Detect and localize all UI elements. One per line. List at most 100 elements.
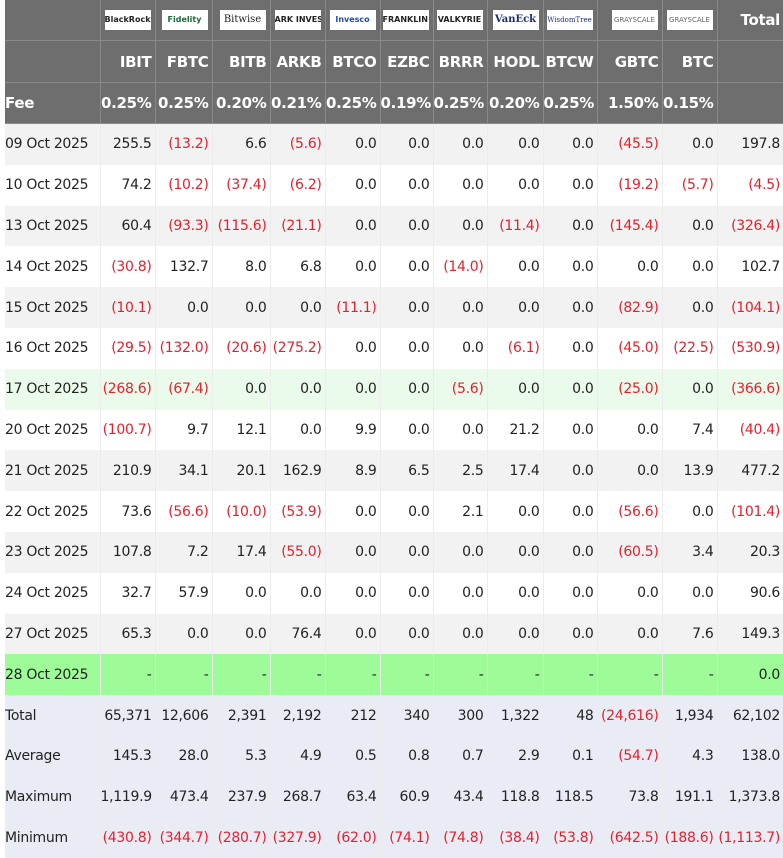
flow-value: 7.6 <box>662 613 718 655</box>
flow-value: 17.4 <box>487 450 544 492</box>
flow-value: 9.9 <box>325 409 381 451</box>
flow-value: (56.6) <box>155 491 213 532</box>
flow-value: 9.7 <box>155 409 213 451</box>
flow-value: (275.2) <box>270 327 326 369</box>
flow-value: 255.5 <box>100 123 156 165</box>
flow-value: (62.0) <box>325 817 381 858</box>
flow-value: 0.5 <box>325 735 381 777</box>
flow-value: 34.1 <box>155 450 213 492</box>
flow-value: 0.0 <box>155 613 213 655</box>
flow-value: 268.7 <box>270 776 326 818</box>
flow-value: 0.0 <box>380 205 434 247</box>
row-label: 15 Oct 2025 <box>5 287 101 328</box>
flow-value: 0.0 <box>487 491 544 532</box>
flow-value: 76.4 <box>270 613 326 655</box>
issuer-logo-cell: FRANKLIN TEMPLETON <box>380 0 434 41</box>
flow-value: 0.0 <box>155 287 213 328</box>
ticker-header[interactable]: GBTC <box>597 40 663 83</box>
row-total: 149.3 <box>741 625 780 642</box>
flow-value: 1,934 <box>662 695 718 736</box>
flow-value: 0.0 <box>543 613 598 655</box>
flow-value: 0.1 <box>543 735 598 777</box>
flow-value: 1,119.9 <box>100 776 156 818</box>
flow-value: 74.2 <box>100 164 156 206</box>
issuer-logo: Invesco <box>329 10 376 30</box>
ticker-header[interactable]: BRRR <box>433 40 488 83</box>
issuer-logo: Bitwise <box>219 10 266 30</box>
row-label: Minimum <box>5 817 101 858</box>
flow-value: 0.0 <box>662 287 718 328</box>
row-total: 138.0 <box>741 748 780 765</box>
flow-value: 8.9 <box>325 450 381 492</box>
ticker-header[interactable]: BTCO <box>325 40 381 83</box>
flow-value: 7.2 <box>155 531 213 573</box>
flow-value: 6.6 <box>212 123 271 165</box>
flow-value: (25.0) <box>597 368 663 410</box>
flow-value: (24,616) <box>597 695 663 736</box>
flow-value: (10.1) <box>100 287 156 328</box>
ticker-header[interactable]: IBIT <box>100 40 156 83</box>
total-header[interactable]: Total <box>717 0 783 41</box>
row-label: 23 Oct 2025 <box>5 531 101 573</box>
flow-value: (10.2) <box>155 164 213 206</box>
table-row: 24 Oct 2025 32.7 57.9 0.0 0.0 0.0 0.0 0.0 0.0 0.0… <box>5 572 783 614</box>
flow-value: 0.0 <box>270 409 326 451</box>
table-row: 14 Oct 2025 (30.8) 132.7 8.0 6.8 0.0 0.0 (14.0)… <box>5 246 783 288</box>
row-total: (366.6) <box>731 381 780 398</box>
table-row: 17 Oct 2025 (268.6) (67.4) 0.0 0.0 0.0 0.0 (5.6… <box>5 368 783 410</box>
flow-value: (11.1) <box>325 287 381 328</box>
flow-value: (6.2) <box>270 164 326 206</box>
flow-value: 0.0 <box>662 368 718 410</box>
flow-value: (29.5) <box>100 327 156 369</box>
table-row: 20 Oct 2025 (100.7) 9.7 12.1 0.0 9.9 0.0 0.0 21.… <box>5 409 783 451</box>
flow-value: 0.7 <box>433 735 488 777</box>
fee-value: 0.25% <box>155 82 213 124</box>
row-total: (104.1) <box>731 299 780 316</box>
ticker-header[interactable]: BTC <box>662 40 718 83</box>
flow-value: (21.1) <box>270 205 326 247</box>
issuer-logo-cell: GRAYSCALE <box>662 0 718 41</box>
flow-value: 118.8 <box>487 776 544 818</box>
flow-value: (100.7) <box>100 409 156 451</box>
flow-value: 0.0 <box>325 327 381 369</box>
flow-value: 2,391 <box>212 695 271 736</box>
ticker-header[interactable]: BTCW <box>543 40 598 83</box>
ticker-header[interactable]: HODL <box>487 40 544 83</box>
corner-cell <box>5 0 101 41</box>
flow-value: 0.0 <box>325 491 381 532</box>
row-total: (530.9) <box>731 340 780 357</box>
flow-value: 20.1 <box>212 450 271 492</box>
flow-value: 57.9 <box>155 572 213 614</box>
table-row: 09 Oct 2025 255.5 (13.2) 6.6 (5.6) 0.0 0.0 0.0 0… <box>5 123 783 165</box>
issuer-logo-cell: BlackRock <box>100 0 156 41</box>
table-row: 23 Oct 2025 107.8 7.2 17.4 (55.0) 0.0 0.0 0.0 0.… <box>5 531 783 573</box>
row-label: 17 Oct 2025 <box>5 368 101 410</box>
flow-value: 145.3 <box>100 735 156 777</box>
ticker-header[interactable]: BITB <box>212 40 271 83</box>
flow-value: 0.0 <box>662 491 718 532</box>
fee-value: 0.20% <box>487 82 544 124</box>
flow-value: 0.0 <box>325 123 381 165</box>
flow-value: 0.0 <box>380 246 434 288</box>
ticker-header[interactable]: FBTC <box>155 40 213 83</box>
flow-value: 0.0 <box>487 613 544 655</box>
flow-value: 6.5 <box>380 450 434 492</box>
flow-value: 12.1 <box>212 409 271 451</box>
ticker-header[interactable]: EZBC <box>380 40 434 83</box>
flow-value: 0.0 <box>270 572 326 614</box>
flow-value: 0.0 <box>597 409 663 451</box>
row-label: Maximum <box>5 776 101 818</box>
flow-value: 13.9 <box>662 450 718 492</box>
ticker-header[interactable]: ARKB <box>270 40 326 83</box>
flow-value: 0.0 <box>487 287 544 328</box>
flow-value: (642.5) <box>597 817 663 858</box>
flow-value: 4.3 <box>662 735 718 777</box>
row-label: 20 Oct 2025 <box>5 409 101 451</box>
flow-value: 63.4 <box>325 776 381 818</box>
flow-value: 0.0 <box>380 368 434 410</box>
table-row: 28 Oct 2025- - - - - - - - - - -0.0 <box>5 654 783 696</box>
issuer-logo-cell: Bitwise <box>212 0 271 41</box>
flow-value: (37.4) <box>212 164 271 206</box>
flow-value: (5.6) <box>270 123 326 165</box>
flow-value: 0.0 <box>325 572 381 614</box>
